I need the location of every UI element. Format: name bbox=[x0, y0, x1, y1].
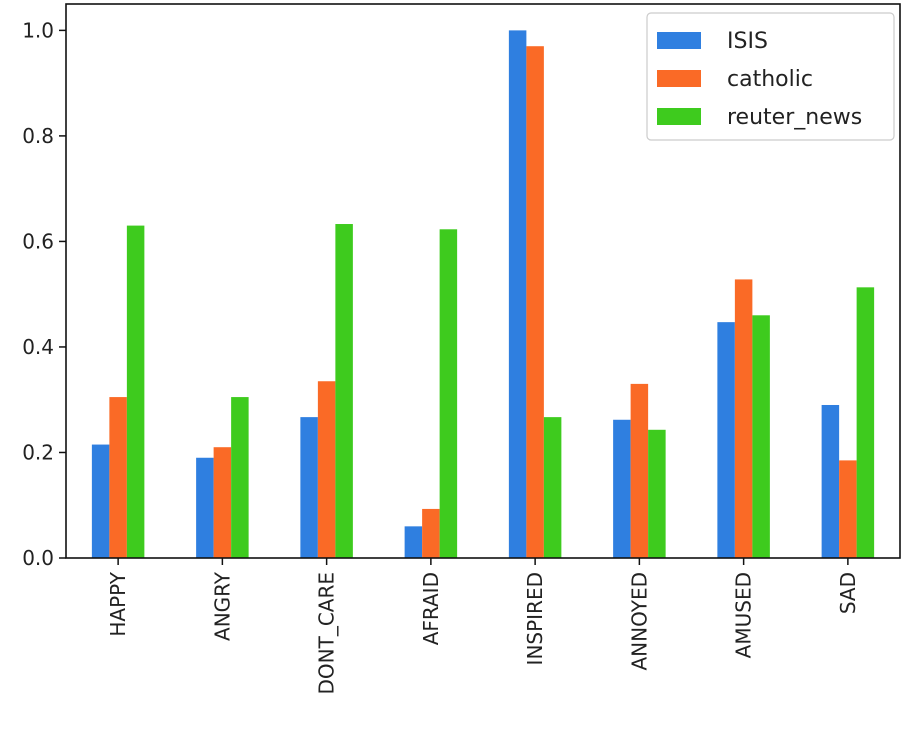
bar-ISIS-DONT_CARE bbox=[300, 417, 318, 558]
bar-reuter_news-ANNOYED bbox=[648, 429, 666, 558]
plot-frame bbox=[65, 3, 901, 559]
legend-swatch-catholic bbox=[657, 70, 701, 87]
bar-ISIS-AMUSED bbox=[717, 322, 735, 558]
x-tick-label-inspired: INSPIRED bbox=[523, 572, 547, 665]
x-tick-label-angry: ANGRY bbox=[210, 571, 234, 641]
x-tick-label-annoyed: ANNOYED bbox=[627, 572, 651, 671]
bar-catholic-AMUSED bbox=[734, 279, 753, 558]
bar-catholic-SAD bbox=[839, 460, 857, 558]
y-tick-label-4: 0.8 bbox=[22, 124, 54, 148]
bar-catholic-DONT_CARE bbox=[317, 381, 336, 558]
legend-label-reuter_news: reuter_news bbox=[727, 105, 862, 130]
bar-ISIS-ANGRY bbox=[196, 457, 214, 558]
y-tick-label-5: 1.0 bbox=[22, 18, 54, 42]
bar-ISIS-INSPIRED bbox=[508, 30, 527, 558]
bar-ISIS-AFRAID bbox=[404, 526, 423, 558]
x-tick-label-dont_care: DONT_CARE bbox=[315, 572, 339, 695]
y-tick-label-3: 0.6 bbox=[22, 229, 54, 253]
x-tick-label-amused: AMUSED bbox=[732, 572, 756, 658]
bar-reuter_news-HAPPY bbox=[126, 225, 145, 558]
bar-catholic-AFRAID bbox=[422, 508, 440, 558]
bar-reuter_news-ANGRY bbox=[231, 397, 249, 558]
bar-catholic-HAPPY bbox=[109, 397, 127, 558]
legend-swatch-ISIS bbox=[657, 32, 701, 49]
y-tick-label-2: 0.4 bbox=[22, 335, 54, 359]
x-tick-label-happy: HAPPY bbox=[106, 571, 130, 636]
x-tick-label-sad: SAD bbox=[836, 572, 860, 614]
bar-reuter_news-AFRAID bbox=[439, 229, 458, 558]
bar-ISIS-ANNOYED bbox=[613, 419, 631, 558]
bar-ISIS-HAPPY bbox=[91, 444, 110, 558]
bar-reuter_news-SAD bbox=[856, 287, 875, 558]
bar-reuter_news-AMUSED bbox=[752, 315, 770, 558]
bar-ISIS-SAD bbox=[821, 404, 840, 558]
bar-catholic-INSPIRED bbox=[526, 46, 544, 558]
bar-catholic-ANNOYED bbox=[630, 383, 649, 558]
y-tick-label-0: 0.0 bbox=[22, 546, 54, 570]
legend-label-ISIS: ISIS bbox=[727, 29, 768, 54]
legend-label-catholic: catholic bbox=[727, 67, 813, 92]
bar-catholic-ANGRY bbox=[213, 447, 232, 558]
x-tick-label-afraid: AFRAID bbox=[419, 572, 443, 645]
legend-swatch-reuter_news bbox=[657, 108, 701, 125]
bar-reuter_news-INSPIRED bbox=[543, 417, 562, 558]
legend-box bbox=[646, 12, 895, 141]
y-tick-label-1: 0.2 bbox=[22, 440, 54, 464]
bar-reuter_news-DONT_CARE bbox=[335, 224, 353, 558]
